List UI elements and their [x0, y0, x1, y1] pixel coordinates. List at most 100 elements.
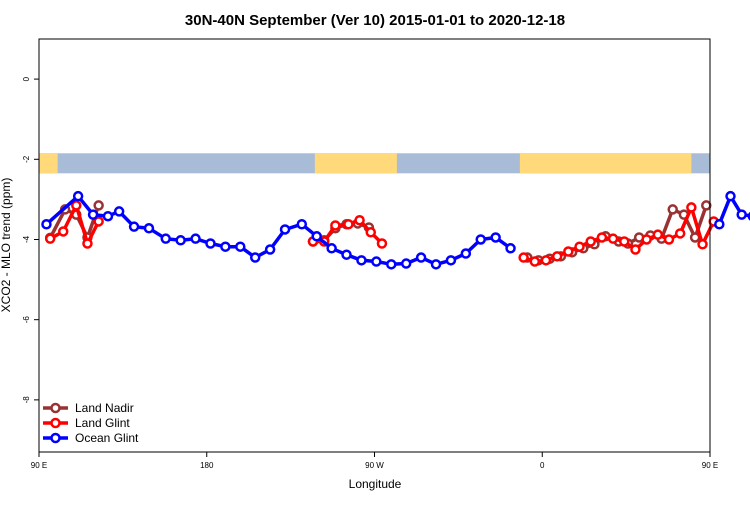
- latitude-band-map: [39, 153, 710, 174]
- data-point: [279, 224, 291, 235]
- data-point: [445, 255, 457, 266]
- data-point: [652, 229, 664, 240]
- data-point: [686, 202, 697, 213]
- data-point: [330, 220, 341, 231]
- data-point: [574, 241, 585, 252]
- data-point: [160, 233, 171, 244]
- data-point: [354, 214, 365, 226]
- x-tick-label: 0: [540, 461, 545, 470]
- legend-label: Land Glint: [75, 416, 130, 430]
- data-point: [674, 228, 686, 239]
- plot-frame: [38, 38, 711, 453]
- data-point: [596, 232, 608, 243]
- data-point: [356, 255, 367, 266]
- y-tick-label: -6: [22, 316, 31, 324]
- chart-title: 30N-40N September (Ver 10) 2015-01-01 to…: [185, 12, 565, 29]
- x-axis-label: Longitude: [349, 477, 402, 491]
- series-ocean-glint: [41, 190, 750, 270]
- data-point: [72, 190, 84, 202]
- y-axis: 0 -2 -4 -6 -8: [22, 76, 39, 403]
- legend-swatch-marker: [50, 402, 61, 414]
- data-point: [714, 218, 725, 230]
- data-point: [44, 233, 56, 244]
- data-point: [102, 210, 114, 222]
- data-point: [57, 226, 69, 237]
- data-point: [264, 244, 276, 255]
- data-point: [415, 252, 427, 263]
- data-point: [341, 249, 352, 260]
- data-point: [296, 218, 308, 230]
- legend-swatch-marker: [50, 417, 61, 429]
- data-point: [249, 252, 261, 263]
- legend-item: Land Glint: [43, 416, 130, 430]
- map-land-segment: [519, 153, 692, 174]
- data-point: [725, 190, 736, 202]
- data-point: [430, 259, 442, 270]
- data-point: [220, 241, 231, 252]
- legend-swatch-marker: [50, 432, 61, 444]
- data-point: [175, 235, 186, 246]
- data-point: [371, 256, 382, 267]
- legend-item: Ocean Glint: [43, 431, 139, 445]
- data-point: [697, 239, 708, 250]
- x-axis: 90 E 180 90 W 0 90 E: [31, 452, 718, 470]
- data-point: [205, 238, 216, 249]
- data-point: [82, 238, 93, 249]
- data-point: [505, 243, 516, 254]
- legend-label: Ocean Glint: [75, 431, 139, 445]
- y-tick-label: -8: [22, 396, 31, 404]
- data-point: [619, 236, 630, 247]
- data-point: [143, 223, 155, 234]
- data-point: [365, 227, 377, 238]
- data-point: [563, 246, 574, 257]
- legend-item: Land Nadir: [43, 401, 134, 415]
- y-axis-label: XCO2 - MLO trend (ppm): [0, 178, 13, 313]
- data-point: [630, 244, 641, 255]
- series-land-nadir: [44, 200, 712, 266]
- data-point: [326, 243, 337, 254]
- data-point: [93, 216, 104, 227]
- x-tick-label: 90 E: [31, 461, 47, 470]
- series-land-glint: [44, 200, 719, 267]
- data-point: [475, 234, 486, 245]
- data-point: [641, 234, 652, 245]
- x-tick-label: 180: [200, 461, 214, 470]
- map-land-segment: [314, 153, 397, 174]
- y-tick-label: -4: [22, 235, 31, 243]
- data-point: [585, 236, 596, 247]
- data-point: [518, 252, 529, 263]
- map-land-segment: [39, 153, 58, 174]
- data-point: [41, 218, 52, 230]
- data-point: [551, 251, 563, 262]
- series-line: [45, 194, 512, 267]
- data-point: [400, 258, 412, 269]
- data-point: [667, 204, 678, 215]
- data-point: [343, 218, 354, 230]
- data-point: [71, 200, 82, 211]
- data-point: [701, 200, 712, 211]
- data-point: [93, 200, 104, 211]
- data-point: [386, 259, 397, 270]
- data-point: [190, 233, 201, 244]
- data-point: [376, 238, 388, 249]
- data-point: [311, 231, 322, 242]
- series-layer: [41, 190, 750, 270]
- data-point: [736, 209, 747, 220]
- data-point: [128, 221, 140, 232]
- data-point: [490, 232, 501, 243]
- x-tick-label: 90 E: [702, 461, 718, 470]
- legend-label: Land Nadir: [75, 401, 134, 415]
- x-tick-label: 90 W: [365, 461, 384, 470]
- data-point: [87, 209, 99, 220]
- y-tick-label: -2: [22, 155, 31, 163]
- data-point: [607, 233, 619, 244]
- data-point: [235, 241, 246, 252]
- data-point: [529, 256, 541, 267]
- data-point: [113, 206, 125, 217]
- data-point: [540, 255, 552, 266]
- data-point: [460, 248, 472, 259]
- y-tick-label: 0: [22, 76, 31, 81]
